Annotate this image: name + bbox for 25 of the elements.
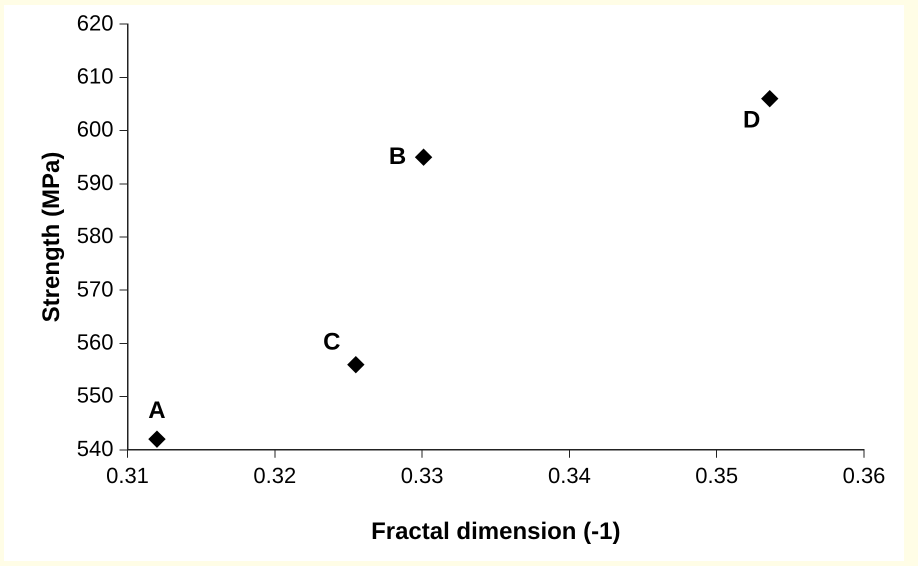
y-tick-label: 610	[76, 63, 114, 88]
x-tick-label: 0.32	[253, 463, 296, 488]
x-axis-title: Fractal dimension (-1)	[371, 518, 620, 546]
annotation: B	[388, 142, 406, 170]
y-tick-label: 540	[76, 436, 114, 461]
annotation: D	[743, 106, 760, 134]
x-tick-label: 0.36	[842, 463, 886, 488]
point	[347, 356, 364, 374]
x-tick-label: 0.34	[548, 463, 591, 488]
y-tick-label: 620	[76, 10, 114, 36]
point	[148, 430, 166, 448]
y-tick-label: 560	[76, 329, 114, 354]
x-tick-label: 0.33	[400, 463, 444, 488]
y-tick-label: 600	[76, 116, 114, 142]
y-tick-label: 590	[76, 170, 114, 195]
x-tick-label: 0.35	[695, 463, 738, 488]
y-tick-label: 580	[76, 223, 114, 248]
annotation: A	[148, 396, 166, 424]
y-tick-label: 570	[76, 276, 114, 302]
x-tick-label: 0.31	[106, 463, 149, 488]
annotation: C	[323, 328, 340, 356]
point	[761, 90, 778, 108]
y-tick-label: 550	[76, 382, 114, 408]
y-axis-title: Strength (MPa)	[38, 152, 66, 322]
point	[415, 148, 432, 166]
